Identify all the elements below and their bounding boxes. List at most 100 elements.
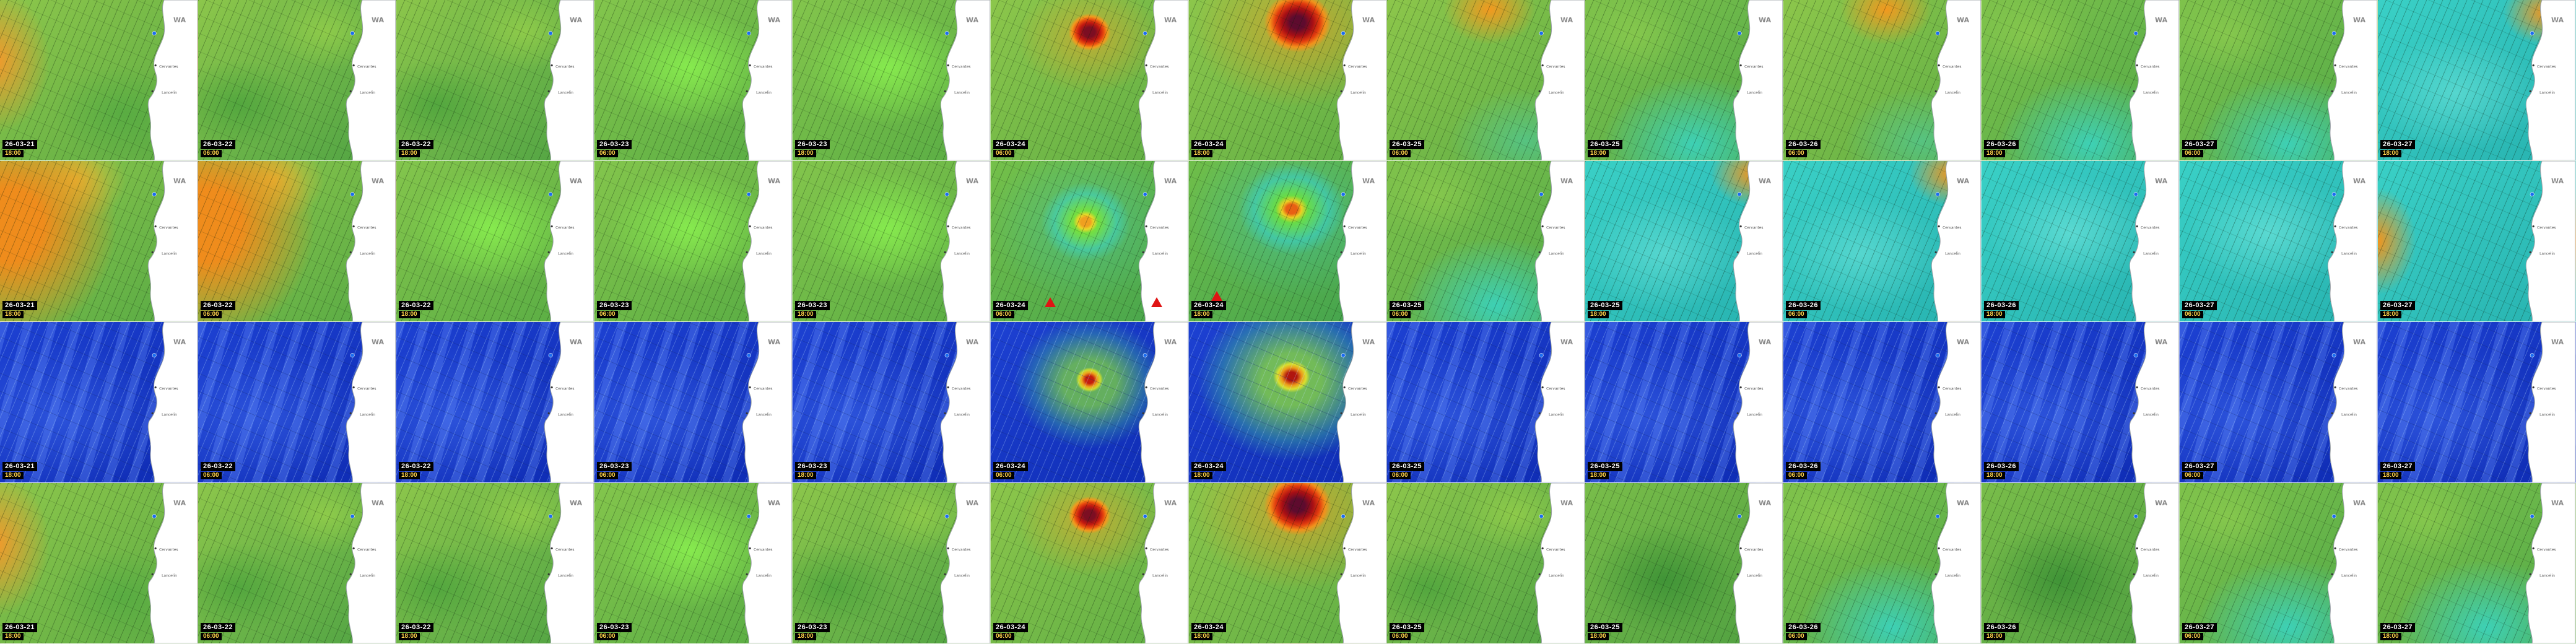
frame-date: 26-03-25	[1588, 623, 1623, 632]
forecast-tile-r4-c12[interactable]: WA Cervantes Lancelin 26-03-27 06:00	[2180, 483, 2378, 644]
land-area	[1733, 161, 1783, 321]
forecast-tile-r2-c3[interactable]: WA Cervantes Lancelin 26-03-22 18:00	[396, 161, 594, 322]
forecast-tile-r4-c8[interactable]: WA Cervantes Lancelin 26-03-25 06:00	[1387, 483, 1585, 644]
coast-label: Cervantes	[1348, 65, 1367, 69]
forecast-tile-r4-c6[interactable]: WA Cervantes Lancelin 26-03-24 06:00	[991, 483, 1189, 644]
town-marker-icon	[1739, 225, 1742, 228]
forecast-tile-r3-c3[interactable]: WA Cervantes Lancelin 26-03-22 18:00	[396, 322, 594, 483]
forecast-tile-r4-c4[interactable]: WA Cervantes Lancelin 26-03-23 06:00	[594, 483, 793, 644]
forecast-tile-r3-c8[interactable]: WA Cervantes Lancelin 26-03-25 06:00	[1387, 322, 1585, 483]
forecast-tile-r3-c1[interactable]: WA Cervantes Lancelin 26-03-21 18:00	[0, 322, 198, 483]
coast-label: Cervantes	[1150, 65, 1168, 69]
coast-label: WA	[570, 499, 583, 507]
forecast-tile-r1-c4[interactable]: WA Cervantes Lancelin 26-03-23 06:00	[594, 0, 793, 161]
coast-label: WA	[570, 338, 583, 346]
town-marker-icon	[151, 573, 154, 576]
frame-time: 06:00	[201, 472, 222, 479]
forecast-tile-r1-c1[interactable]: WA Cervantes Lancelin 26-03-21 18:00	[0, 0, 198, 161]
coast-label: Lancelin	[2143, 412, 2159, 417]
forecast-tile-r3-c12[interactable]: WA Cervantes Lancelin 26-03-27 06:00	[2180, 322, 2378, 483]
forecast-tile-r4-c13[interactable]: WA Cervantes Lancelin 26-03-27 18:00	[2378, 483, 2576, 644]
town-marker-icon	[352, 547, 355, 550]
forecast-tile-r2-c5[interactable]: WA Cervantes Lancelin 26-03-23 18:00	[793, 161, 991, 322]
town-marker-icon	[1343, 64, 1346, 67]
forecast-tile-r4-c10[interactable]: WA Cervantes Lancelin 26-03-26 06:00	[1783, 483, 1982, 644]
town-marker-icon	[352, 64, 355, 67]
coast-label: WA	[768, 16, 781, 24]
location-pin-icon	[2530, 192, 2535, 197]
land-area	[2525, 322, 2575, 482]
coastline-map: WA Cervantes Lancelin	[1138, 483, 1188, 643]
forecast-tile-r3-c7[interactable]: WA Cervantes Lancelin 26-03-24 18:00	[1189, 322, 1387, 483]
coast-label: Cervantes	[555, 548, 574, 552]
forecast-tile-r3-c5[interactable]: WA Cervantes Lancelin 26-03-23 18:00	[793, 322, 991, 483]
forecast-tile-r2-c1[interactable]: WA Cervantes Lancelin 26-03-21 18:00	[0, 161, 198, 322]
forecast-tile-r1-c2[interactable]: WA Cervantes Lancelin 26-03-22 06:00	[198, 0, 396, 161]
forecast-tile-r1-c9[interactable]: WA Cervantes Lancelin 26-03-25 18:00	[1585, 0, 1783, 161]
forecast-tile-r2-c11[interactable]: WA Cervantes Lancelin 26-03-26 18:00	[1982, 161, 2180, 322]
forecast-tile-r1-c7[interactable]: WA Cervantes Lancelin 26-03-24 18:00	[1189, 0, 1387, 161]
forecast-tile-r2-c13[interactable]: WA Cervantes Lancelin 26-03-27 18:00	[2378, 161, 2576, 322]
timestamp-badge: 26-03-21 18:00	[2, 139, 38, 157]
coastline-map: WA Cervantes Lancelin	[346, 483, 396, 643]
forecast-tile-r2-c10[interactable]: WA Cervantes Lancelin 26-03-26 06:00	[1783, 161, 1982, 322]
forecast-tile-r2-c9[interactable]: WA Cervantes Lancelin 26-03-25 18:00	[1585, 161, 1783, 322]
town-marker-icon	[2334, 225, 2336, 228]
location-pin-icon	[944, 353, 949, 358]
forecast-tile-r3-c4[interactable]: WA Cervantes Lancelin 26-03-23 06:00	[594, 322, 793, 483]
forecast-tile-r3-c10[interactable]: WA Cervantes Lancelin 26-03-26 06:00	[1783, 322, 1982, 483]
forecast-tile-r3-c9[interactable]: WA Cervantes Lancelin 26-03-25 18:00	[1585, 322, 1783, 483]
forecast-tile-r2-c4[interactable]: WA Cervantes Lancelin 26-03-23 06:00	[594, 161, 793, 322]
forecast-tile-r3-c6[interactable]: WA Cervantes Lancelin 26-03-24 06:00	[991, 322, 1189, 483]
forecast-tile-r1-c10[interactable]: WA Cervantes Lancelin 26-03-26 06:00	[1783, 0, 1982, 161]
forecast-tile-r1-c12[interactable]: WA Cervantes Lancelin 26-03-27 06:00	[2180, 0, 2378, 161]
timestamp-badge: 26-03-24 18:00	[1191, 139, 1227, 157]
forecast-tile-r3-c11[interactable]: WA Cervantes Lancelin 26-03-26 18:00	[1982, 322, 2180, 483]
forecast-tile-r1-c3[interactable]: WA Cervantes Lancelin 26-03-22 18:00	[396, 0, 594, 161]
forecast-tile-r1-c8[interactable]: WA Cervantes Lancelin 26-03-25 06:00	[1387, 0, 1585, 161]
forecast-tile-r2-c2[interactable]: WA Cervantes Lancelin 26-03-22 06:00	[198, 161, 396, 322]
land-area	[147, 483, 198, 643]
town-marker-icon	[1145, 225, 1147, 228]
forecast-tile-r4-c3[interactable]: WA Cervantes Lancelin 26-03-22 18:00	[396, 483, 594, 644]
town-marker-icon	[154, 547, 157, 550]
forecast-tile-r4-c5[interactable]: WA Cervantes Lancelin 26-03-23 18:00	[793, 483, 991, 644]
forecast-tile-r2-c12[interactable]: WA Cervantes Lancelin 26-03-27 06:00	[2180, 161, 2378, 322]
forecast-tile-r1-c11[interactable]: WA Cervantes Lancelin 26-03-26 18:00	[1982, 0, 2180, 161]
forecast-tile-r4-c7[interactable]: WA Cervantes Lancelin 26-03-24 18:00	[1189, 483, 1387, 644]
forecast-tile-r2-c8[interactable]: WA Cervantes Lancelin 26-03-25 06:00	[1387, 161, 1585, 322]
coastline-map: WA Cervantes Lancelin	[147, 161, 198, 321]
town-marker-icon	[947, 225, 949, 228]
forecast-tile-r2-c7[interactable]: WA Cervantes Lancelin 26-03-24 18:00	[1189, 161, 1387, 322]
forecast-tile-r4-c2[interactable]: WA Cervantes Lancelin 26-03-22 06:00	[198, 483, 396, 644]
town-marker-icon	[749, 386, 751, 389]
timestamp-badge: 26-03-23 06:00	[597, 622, 632, 640]
timestamp-badge: 26-03-25 18:00	[1588, 622, 1623, 640]
location-pin-icon	[1737, 353, 1742, 358]
forecast-tile-r4-c11[interactable]: WA Cervantes Lancelin 26-03-26 18:00	[1982, 483, 2180, 644]
frame-date: 26-03-26	[1786, 462, 1821, 471]
location-pin-icon	[152, 514, 157, 519]
forecast-tile-r2-c6[interactable]: WA Cervantes Lancelin 26-03-24 06:00	[991, 161, 1189, 322]
coast-label: Lancelin	[2143, 573, 2159, 578]
forecast-tile-r3-c2[interactable]: WA Cervantes Lancelin 26-03-22 06:00	[198, 322, 396, 483]
frame-date: 26-03-26	[1786, 623, 1821, 632]
forecast-tile-r4-c9[interactable]: WA Cervantes Lancelin 26-03-25 18:00	[1585, 483, 1783, 644]
forecast-tile-r3-c13[interactable]: WA Cervantes Lancelin 26-03-27 18:00	[2378, 322, 2576, 483]
timestamp-badge: 26-03-26 18:00	[1984, 300, 2019, 318]
forecast-tile-r4-c1[interactable]: WA Cervantes Lancelin 26-03-21 18:00	[0, 483, 198, 644]
coast-label: Lancelin	[558, 251, 573, 256]
coastline-map: WA Cervantes Lancelin	[2327, 0, 2377, 160]
frame-time: 18:00	[795, 311, 816, 318]
frame-date: 26-03-22	[201, 462, 236, 471]
coastline-map: WA Cervantes Lancelin	[1534, 0, 1585, 160]
coast-label: Lancelin	[1152, 251, 1168, 256]
forecast-tile-r1-c5[interactable]: WA Cervantes Lancelin 26-03-23 18:00	[793, 0, 991, 161]
timestamp-badge: 26-03-25 06:00	[1390, 300, 1425, 318]
location-pin-icon	[152, 192, 157, 197]
coastline-map: WA Cervantes Lancelin	[346, 322, 396, 482]
forecast-tile-r1-c6[interactable]: WA Cervantes Lancelin 26-03-24 06:00	[991, 0, 1189, 161]
coast-label: Cervantes	[2537, 548, 2556, 552]
forecast-tile-r1-c13[interactable]: WA Cervantes Lancelin 26-03-27 18:00	[2378, 0, 2576, 161]
town-marker-icon	[2532, 64, 2535, 67]
